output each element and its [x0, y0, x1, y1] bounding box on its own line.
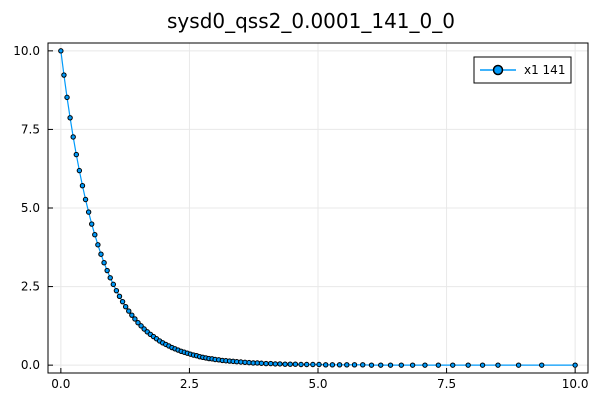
- data-point: [85, 209, 92, 215]
- data-point: [298, 361, 304, 368]
- data-point: [61, 72, 67, 78]
- data-point: [132, 316, 138, 322]
- data-point: [310, 361, 316, 368]
- data-point: [104, 267, 110, 274]
- y-tick-label: 10.0: [13, 44, 40, 58]
- y-tick-label: 2.5: [21, 280, 40, 294]
- y-tick-label: 7.5: [21, 122, 40, 136]
- x-axis-ticks: 0.0 2.5 5.0 7.5 10.0: [51, 368, 589, 391]
- data-point: [73, 151, 79, 158]
- x-tick-label: 10.0: [562, 377, 589, 391]
- data-point: [360, 362, 366, 368]
- x-tick-label: 7.5: [437, 377, 456, 391]
- data-point: [479, 362, 486, 368]
- legend-label: x1 141: [524, 63, 565, 77]
- data-point: [303, 361, 310, 368]
- data-point: [282, 361, 288, 367]
- data-point: [409, 362, 416, 368]
- data-point: [292, 361, 299, 367]
- data-point: [277, 361, 283, 367]
- data-point: [82, 196, 89, 203]
- data-point: [258, 360, 265, 366]
- data-point: [119, 298, 126, 305]
- data-point: [435, 362, 442, 368]
- data-point: [129, 312, 135, 318]
- data-point: [465, 362, 471, 368]
- data-point: [122, 303, 129, 310]
- data-point: [64, 94, 70, 101]
- y-tick-label: 5.0: [21, 201, 40, 215]
- grid-lines: [48, 43, 588, 373]
- data-point: [515, 362, 522, 368]
- data-point: [95, 242, 101, 248]
- data-point: [138, 323, 144, 329]
- data-point: [287, 361, 293, 367]
- data-point: [378, 362, 384, 368]
- x-tick-label: 2.5: [180, 377, 199, 391]
- data-point: [58, 48, 64, 54]
- x-tick-label: 0.0: [51, 377, 70, 391]
- data-point: [113, 287, 120, 294]
- data-point: [539, 362, 545, 368]
- legend: x1 141: [473, 56, 572, 84]
- data-point: [344, 362, 350, 368]
- chart-title: sysd0_qss2_0.0001_141_0_0: [167, 9, 455, 33]
- y-axis-ticks: 0.0 2.5 5.0 7.5 10.0: [13, 44, 53, 372]
- data-point: [272, 361, 279, 367]
- data-point: [76, 167, 83, 174]
- data-point: [101, 259, 107, 266]
- data-point: [67, 115, 73, 121]
- data-point: [116, 293, 123, 300]
- data-point: [98, 251, 104, 257]
- data-point: [135, 320, 141, 326]
- data-point: [368, 362, 375, 368]
- data-point: [79, 182, 86, 189]
- y-tick-label: 0.0: [21, 358, 40, 372]
- data-point: [450, 362, 456, 368]
- data-point: [387, 362, 394, 368]
- data-point: [398, 362, 405, 368]
- legend-marker: [492, 64, 504, 76]
- data-point: [267, 360, 274, 367]
- data-point: [126, 308, 132, 314]
- data-point: [110, 281, 117, 288]
- data-point: [89, 221, 95, 227]
- data-point: [92, 232, 98, 238]
- x-tick-label: 5.0: [308, 377, 327, 391]
- data-point: [263, 360, 269, 367]
- data-point: [336, 362, 343, 368]
- data-point: [107, 275, 113, 281]
- data-point: [495, 362, 501, 368]
- data-point: [329, 362, 336, 368]
- series-layer: [58, 48, 578, 368]
- data-point: [422, 362, 428, 368]
- data-point: [572, 362, 578, 368]
- data-point: [351, 362, 358, 368]
- data-point: [323, 362, 329, 368]
- data-point: [70, 134, 76, 140]
- data-point: [316, 361, 322, 368]
